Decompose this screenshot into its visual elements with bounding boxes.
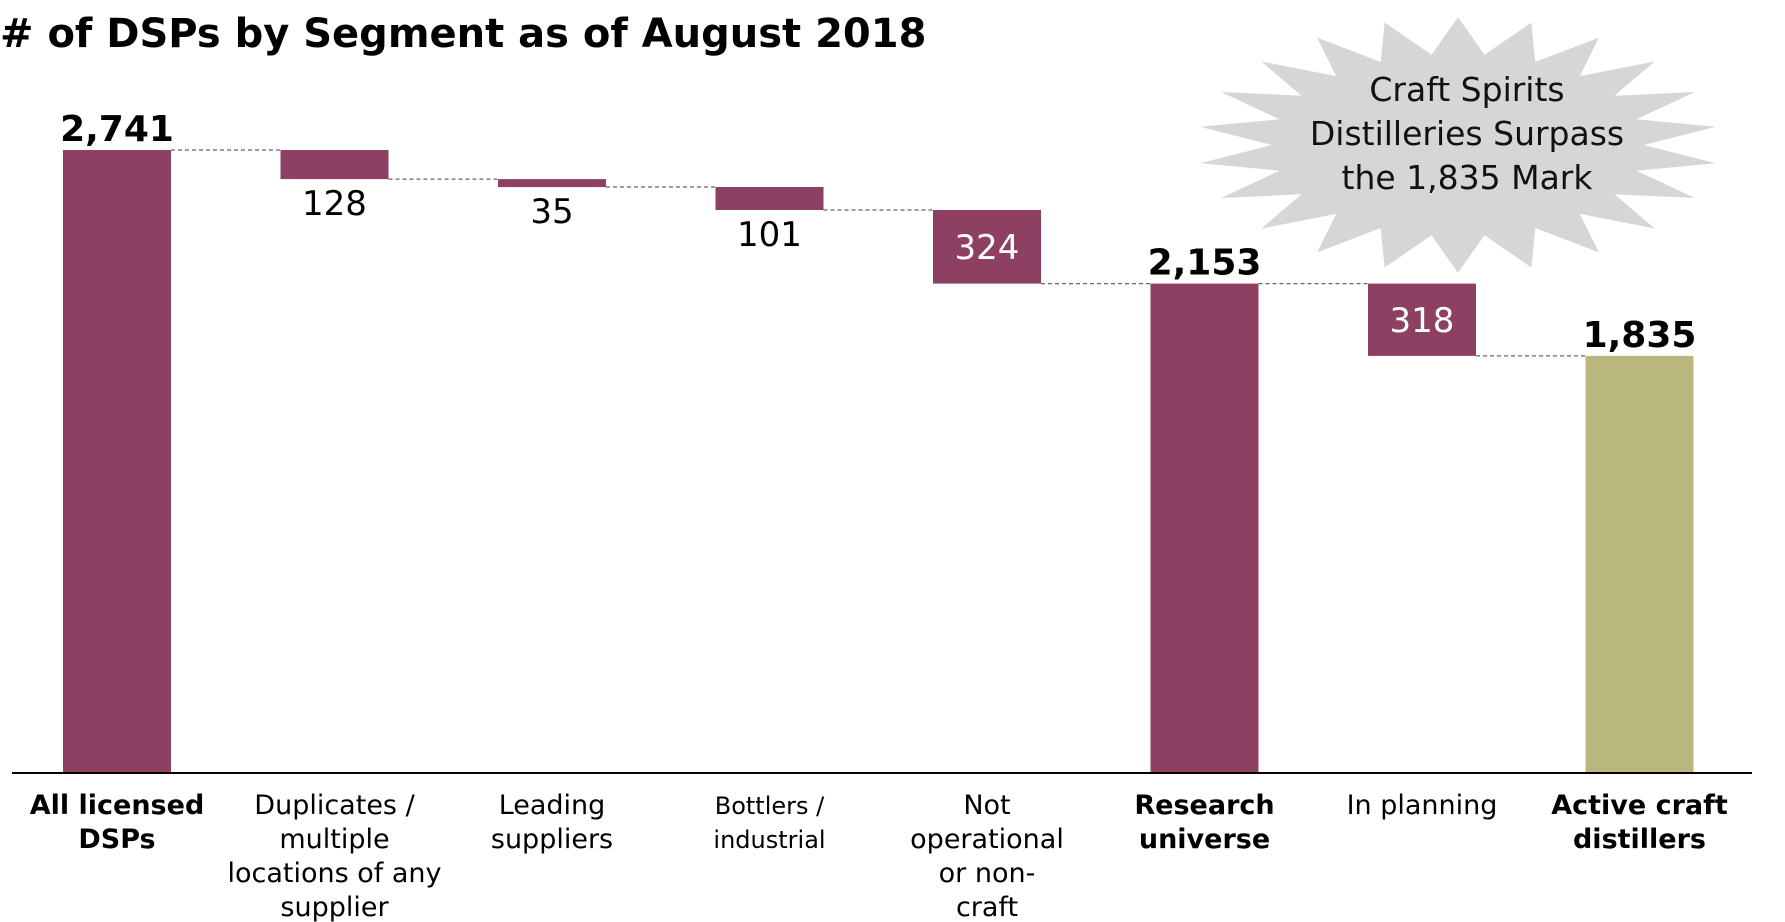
category-label-line: locations of any — [227, 858, 441, 889]
chart-title: # of DSPs by Segment as of August 2018 — [0, 11, 926, 57]
category-label-line: universe — [1139, 824, 1270, 855]
callout-line-3: the 1,835 Mark — [1342, 158, 1594, 197]
category-label-line: DSPs — [78, 824, 155, 855]
category-label-3: Bottlers / industrial — [713, 792, 825, 854]
category-label-line: supplier — [280, 892, 389, 922]
total-value-label-7: 1,835 — [1583, 315, 1697, 356]
category-label-line: suppliers — [491, 824, 613, 855]
total-value-label-0: 2,741 — [60, 109, 174, 150]
category-label-line: In planning — [1347, 790, 1498, 821]
bar-4 — [933, 210, 1041, 284]
category-label-2: Leading suppliers — [491, 790, 613, 855]
category-label-line: Active craft — [1551, 790, 1728, 821]
callout-starburst-shape — [1200, 17, 1716, 273]
category-label-line: Research — [1134, 790, 1274, 821]
category-label-line: All licensed — [30, 790, 205, 821]
category-labels: All licensed DSPs Duplicates / multiple loca… — [30, 790, 1728, 922]
bar-7 — [1585, 355, 1694, 773]
category-label-line: Not — [963, 790, 1010, 821]
category-label-line: or non- — [939, 858, 1036, 889]
category-label-0: All licensed DSPs — [30, 790, 205, 855]
category-label-line: craft — [956, 892, 1018, 922]
category-label-line: multiple — [279, 824, 389, 855]
delta-value-label-4: 324 — [955, 228, 1020, 268]
delta-value-label-6: 318 — [1390, 301, 1455, 341]
category-label-line: industrial — [713, 826, 825, 854]
bar-3 — [715, 187, 824, 210]
category-label-4: Not operational or non-craft — [910, 790, 1064, 922]
connector-lines — [171, 149, 1586, 357]
category-label-line: Leading — [499, 790, 606, 821]
category-label-line: Bottlers / — [715, 792, 825, 820]
bar-6 — [1368, 283, 1476, 356]
category-label-line: Duplicates / — [254, 790, 415, 821]
category-label-5: Research universe — [1134, 790, 1274, 855]
value-labels: 2,741 128 35 101 324 2,153 318 1,835 — [60, 109, 1696, 356]
category-label-1: Duplicates / multiple locations of any supp… — [227, 790, 441, 922]
category-label-line: distillers — [1573, 824, 1706, 855]
delta-value-label-2: 35 — [530, 192, 573, 232]
callout-line-1: Craft Spirits — [1369, 70, 1564, 109]
delta-value-label-1: 128 — [302, 184, 367, 224]
bar-0 — [63, 150, 171, 773]
category-label-line: operational — [910, 824, 1064, 855]
bar-5 — [1150, 283, 1259, 773]
bars — [63, 150, 1694, 773]
category-label-6: In planning — [1347, 790, 1498, 821]
total-value-label-5: 2,153 — [1148, 243, 1262, 284]
callout-burst: Craft Spirits Distilleries Surpass the 1… — [1200, 17, 1716, 273]
delta-value-label-3: 101 — [737, 215, 802, 255]
bar-2 — [498, 179, 606, 188]
category-label-7: Active craft distillers — [1551, 790, 1728, 855]
callout-line-2: Distilleries Surpass — [1310, 114, 1624, 153]
bar-1 — [280, 150, 389, 180]
